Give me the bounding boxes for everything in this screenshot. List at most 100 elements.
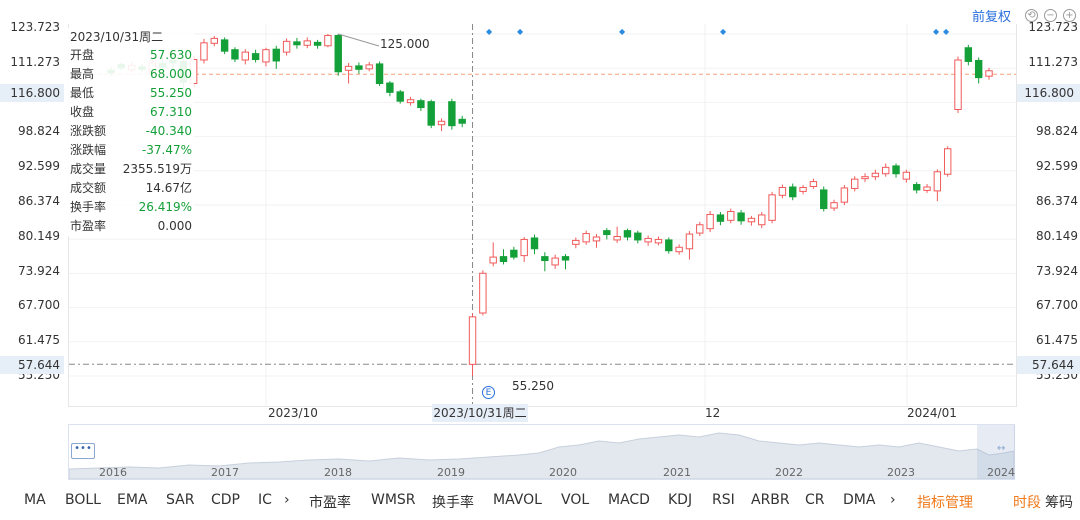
candle-body (871, 172, 880, 178)
zoom-in-icon[interactable]: + (1063, 8, 1076, 22)
candle (334, 34, 342, 76)
tab-ic[interactable]: IC (258, 492, 272, 508)
candle-body (375, 63, 384, 85)
candle-body (406, 99, 415, 104)
candle-body (334, 34, 342, 73)
candle (727, 208, 735, 224)
candle-body (499, 256, 508, 263)
event-marker-icon[interactable]: ◆ (517, 27, 524, 36)
price-tick-label: 123.723 (10, 20, 60, 34)
tab-macd[interactable]: MACD (608, 492, 650, 508)
candle-body (427, 101, 435, 126)
tab-arbr[interactable]: ARBR (751, 492, 790, 508)
candle (840, 185, 849, 206)
info-row: 开盘 57.630 (68, 46, 194, 65)
info-value: 2355.519万 (122, 162, 192, 176)
tab-kdj[interactable]: KDJ (668, 492, 693, 508)
event-e-icon[interactable]: E (482, 386, 495, 399)
info-key: 收盘 (70, 105, 95, 119)
restore-rights-button[interactable]: 前复权 (971, 9, 1011, 25)
event-marker-icon[interactable]: ◆ (720, 27, 727, 36)
candle-body (458, 118, 466, 124)
timeshare-tab[interactable]: 时段 (1013, 495, 1041, 511)
info-key: 最高 (70, 67, 95, 81)
tab-cr[interactable]: CR (805, 492, 825, 508)
event-marker-icon[interactable]: ◆ (943, 27, 950, 36)
candle-body (489, 256, 497, 264)
candle-body (665, 239, 673, 252)
candle (510, 246, 518, 260)
indicator-manage-button[interactable]: 指标管理 (917, 495, 973, 511)
candle-body (344, 65, 353, 71)
event-marker-icon[interactable]: ◆ (619, 27, 626, 36)
candle-body (582, 233, 590, 243)
event-marker-icon[interactable]: ◆ (933, 27, 940, 36)
info-key: 开盘 (70, 48, 95, 62)
navigator-selection[interactable] (977, 425, 1015, 479)
candle-body (241, 51, 249, 61)
candle (448, 98, 456, 130)
event-marker-icon[interactable]: ◆ (486, 27, 493, 36)
info-row: 收盘 67.310 (68, 103, 194, 122)
tab-boll[interactable]: BOLL (65, 492, 101, 508)
info-row: 换手率 26.419% (68, 198, 194, 217)
candlestick-svg[interactable] (69, 24, 1016, 406)
candle-body (437, 120, 446, 126)
candle-body (510, 249, 518, 258)
indicator-tab-bar: MA BOLL EMA SAR CDP IC › 市盈率 WMSR 换手率 MA… (0, 490, 1080, 512)
tab-dma[interactable]: DMA (843, 492, 876, 508)
tab-ema[interactable]: EMA (117, 492, 148, 508)
range-navigator[interactable]: ••• ↔ 2016 2017 2018 2019 2020 2021 2022… (68, 424, 1015, 480)
candle (479, 270, 487, 316)
navigator-handle-icon[interactable]: ↔ (997, 443, 1006, 454)
candle (324, 34, 332, 48)
zoom-out-icon[interactable]: − (1044, 8, 1057, 22)
tab-pe[interactable]: 市盈率 (309, 495, 351, 511)
candle-body (386, 82, 394, 93)
candle-body (902, 171, 911, 180)
candle (737, 210, 745, 225)
candle-body (468, 316, 477, 365)
chevron-right-icon[interactable]: › (284, 492, 290, 508)
candle (747, 215, 756, 226)
navigator-area-svg (69, 432, 1014, 479)
candle (561, 254, 570, 270)
tab-vol[interactable]: VOL (561, 492, 590, 508)
navigator-menu-button[interactable]: ••• (71, 443, 95, 459)
candle (417, 98, 425, 111)
navigator-year: 2023 (887, 466, 915, 479)
info-value: 26.419% (138, 200, 192, 214)
candle-body (830, 202, 838, 209)
candle (954, 56, 962, 113)
candle (386, 81, 394, 97)
tab-turnover[interactable]: 换手率 (432, 495, 474, 511)
candlestick-chart[interactable] (68, 24, 1017, 407)
candle (262, 47, 270, 67)
candle (943, 146, 952, 177)
chevron-right-icon[interactable]: › (890, 492, 896, 508)
undo-icon[interactable]: ⟲ (1025, 8, 1038, 22)
current-price-tag-right: 116.800 (1017, 84, 1080, 102)
candle-body (210, 37, 218, 44)
candle (365, 61, 373, 72)
price-tick-label: 67.700 (18, 298, 60, 313)
candle-body (417, 100, 425, 109)
candle (489, 242, 497, 267)
chart-toolbar: 前复权 ⟲ − + (971, 6, 1080, 25)
tab-mavol[interactable]: MAVOL (493, 492, 542, 508)
tab-sar[interactable]: SAR (166, 492, 195, 508)
candle-body (282, 40, 291, 53)
candle-body (943, 148, 952, 175)
candle-body (623, 230, 632, 238)
tab-wmsr[interactable]: WMSR (371, 492, 416, 508)
crosshair-date-label: 2023/10/31周二 (432, 404, 528, 422)
info-key: 市盈率 (70, 219, 107, 233)
candle (396, 89, 404, 104)
navigator-year: 2017 (211, 466, 239, 479)
tab-ma[interactable]: MA (24, 492, 46, 508)
chips-tab[interactable]: 筹码 (1045, 495, 1073, 511)
tab-cdp[interactable]: CDP (211, 492, 240, 508)
tab-rsi[interactable]: RSI (712, 492, 735, 508)
info-key: 涨跌额 (70, 124, 107, 138)
price-tick-label: 92.599 (18, 159, 60, 174)
